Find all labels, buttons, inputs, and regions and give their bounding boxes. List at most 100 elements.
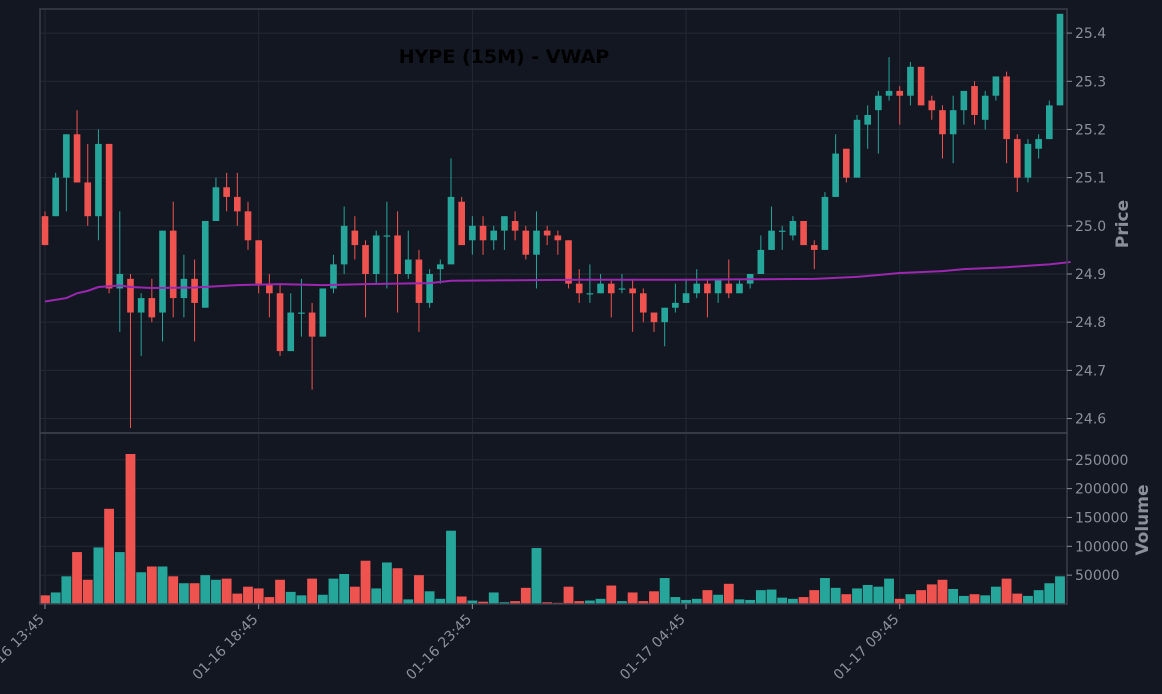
volume-bar [574,601,585,604]
candle-body [629,288,636,294]
candle-body [255,240,262,284]
volume-bar [755,590,766,604]
volume-bar [189,583,200,604]
volume-bar [649,591,659,604]
volume-bar [403,599,414,604]
candle-body [928,100,936,111]
volume-bar [1023,595,1033,604]
candle-body [511,221,519,231]
candle-body [234,196,241,212]
candle-body [137,298,145,313]
candle-body [458,201,465,246]
volume-bar [200,575,211,604]
volume-bar [809,590,820,604]
candle-body [960,90,968,111]
volume-bar [873,586,884,604]
volume-bar [360,560,371,604]
volume-bar [1012,593,1023,604]
volume-bar [435,598,446,604]
volume-bar [990,586,1001,604]
candle-body [469,225,476,241]
candle-body [447,196,455,265]
volume-bar [595,598,606,604]
volume-bar [104,508,115,604]
candle-body [52,177,59,217]
volume-bar [926,584,937,604]
volume-bar [178,583,189,604]
volume-bar [381,562,392,604]
price-tick-label: 25.0 [1075,219,1106,235]
volume-bar [862,584,873,604]
candle-body [757,249,765,274]
volume-bar [905,594,916,604]
candle-body [84,182,92,217]
candle-body [212,187,220,221]
volume-bar [830,587,841,604]
candle-body [1056,13,1064,106]
candle-body [672,302,679,308]
volume-bar [937,579,948,604]
volume-bar [317,594,328,604]
volume-bar [211,579,221,604]
volume-bar [542,602,553,604]
candle-body [41,216,49,246]
volume-bar [734,599,745,604]
candle-body [159,230,166,313]
volume-bar [456,596,467,604]
candle-body [501,216,508,231]
volume-bar [670,597,681,604]
volume-bar [852,588,862,604]
candle-body [789,221,797,236]
volume-tick-label: 150000 [1075,510,1128,526]
candle-body [853,119,861,178]
candle-body [266,283,273,294]
volume-bar [285,591,296,604]
volume-bar [681,599,691,604]
candle-body [768,230,775,250]
volume-bar [617,601,627,604]
candle-body [105,143,113,289]
candle-body [490,230,498,241]
volume-bar [916,590,927,604]
volume-bar [50,592,61,604]
volume-bar [339,574,350,604]
volume-bar [232,593,243,604]
volume-bar [1001,578,1012,604]
volume-bar [713,594,724,604]
volume-bar [1044,583,1055,604]
volume-tick-labels: 50000 100000 150000 200000 250000 [1067,453,1128,584]
candle-body [383,235,391,237]
candle-body [810,245,818,250]
volume-bar [114,552,125,604]
candle-body [981,95,989,120]
candle-body [1024,143,1032,178]
volume-bar [40,595,50,604]
volume-grid [40,433,1067,604]
volume-bar [841,594,852,604]
volume-bar [168,576,179,604]
candle-body [1003,76,1010,140]
candle-body [362,245,369,274]
price-axis-label: Price [1113,200,1133,248]
volume-bar [820,578,830,604]
volume-tick-label: 200000 [1075,482,1128,498]
price-tick-label: 25.1 [1075,171,1106,187]
volume-bar [510,601,521,604]
volume-bar [221,578,232,604]
candle-body [821,196,829,250]
candle-body [479,225,487,241]
volume-bar [702,590,713,604]
candle-body [148,298,156,318]
candle-body [650,312,658,323]
candle-body [127,278,134,313]
price-tick-label: 25.4 [1075,26,1106,42]
volume-bar [766,589,777,604]
candle-body [693,283,701,294]
volume-bar [520,587,531,604]
candle-body [372,235,380,274]
volume-bar [328,578,339,604]
volume-bar [446,530,456,604]
volume-bar [606,585,617,604]
